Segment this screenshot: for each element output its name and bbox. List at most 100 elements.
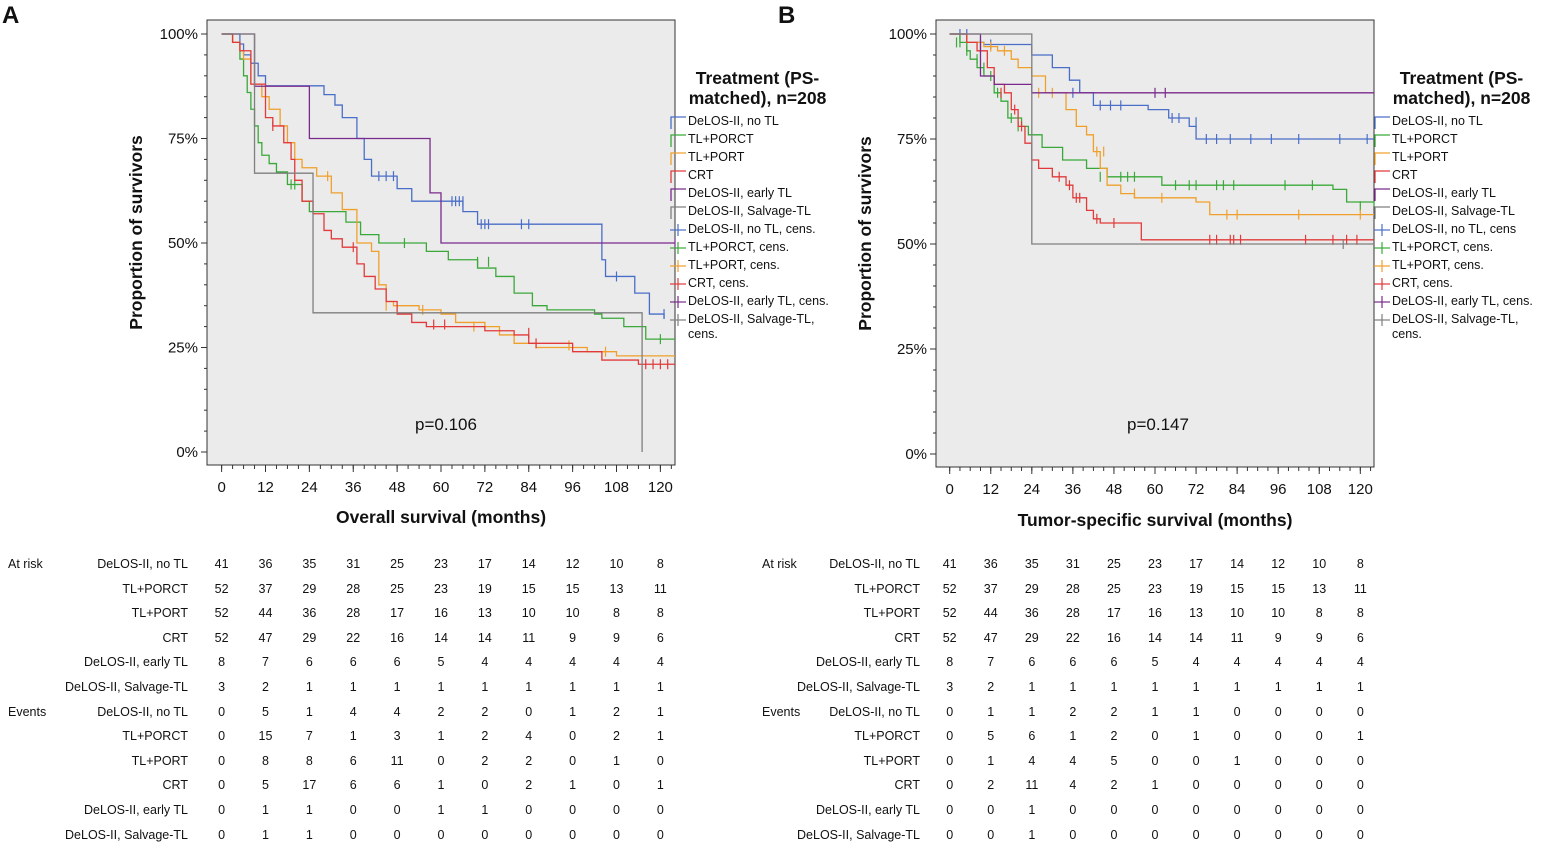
risk-value: 1 — [613, 680, 620, 694]
risk-value: 0 — [1151, 803, 1159, 817]
x-tick-label: 60 — [433, 479, 450, 496]
risk-value: 5 — [987, 729, 995, 744]
risk-value: 0 — [987, 803, 995, 817]
risk-value: 41 — [214, 557, 229, 571]
risk-value: 17 — [390, 606, 405, 621]
risk-value: 17 — [477, 557, 492, 571]
risk-value: 7 — [305, 729, 313, 744]
risk-value: 17 — [302, 778, 317, 793]
risk-value: 0 — [946, 729, 954, 744]
legend-item: CRT, cens. — [670, 276, 845, 292]
risk-value: 8 — [656, 557, 664, 571]
risk-value: 0 — [1192, 827, 1200, 842]
risk-value: 31 — [346, 557, 361, 571]
risk-value: 12 — [565, 557, 580, 571]
x-tick-label: 0 — [946, 481, 954, 498]
legend-label: DeLOS-II, no TL — [688, 114, 779, 128]
legend-item: DeLOS-II, no TL, cens. — [670, 222, 845, 238]
risk-table: At risk DeLOS-II, no TL 41 36 35 31 25 23 17 14 12… — [762, 555, 1551, 845]
y-tick-label: 0% — [905, 446, 927, 463]
risk-value: 4 — [349, 704, 357, 719]
risk-value: 14 — [1148, 630, 1162, 645]
x-axis-label: Overall survival (months) — [336, 507, 546, 527]
x-tick-label: 60 — [1147, 481, 1164, 498]
risk-value: 1 — [1028, 704, 1036, 719]
x-tick-label: 24 — [301, 479, 318, 496]
risk-value: 15 — [521, 581, 536, 596]
risk-value: 1 — [305, 680, 313, 694]
risk-value: 4 — [1069, 753, 1077, 768]
risk-value: 2 — [1110, 778, 1118, 793]
legend-label: DeLOS-II, Salvage-TL — [1392, 204, 1515, 218]
risk-value: 5 — [262, 778, 269, 793]
risk-value: 1 — [1151, 704, 1159, 719]
risk-value: 1 — [569, 680, 577, 694]
legend-item: DeLOS-II, no TL — [670, 114, 845, 130]
risk-value: 11 — [1025, 778, 1039, 793]
risk-value: 52 — [942, 581, 957, 596]
risk-value: 2 — [1110, 704, 1118, 719]
risk-row: DeLOS-II, Salvage-TL 0 0 1 0 0 0 0 0 0 0 0 — [776, 826, 1551, 844]
legend-item: TL+PORT — [1374, 150, 1549, 166]
risk-value: 5 — [1110, 753, 1118, 768]
risk-value: 0 — [1315, 753, 1323, 768]
risk-value: 0 — [218, 803, 226, 817]
legend-label: TL+PORCT, cens. — [1392, 240, 1494, 254]
risk-value: 1 — [437, 803, 445, 817]
risk-value: 2 — [987, 680, 995, 694]
risk-row: TL+PORCT 52 37 29 28 25 23 19 15 15 13 11 — [776, 580, 1551, 598]
y-axis-label: Proportion of survivors — [855, 136, 875, 331]
risk-value: 0 — [481, 827, 489, 842]
survival-curve — [221, 33, 665, 319]
risk-value: 16 — [434, 606, 448, 621]
risk-value: 1 — [1069, 680, 1077, 694]
risk-value: 0 — [393, 827, 401, 842]
risk-value: 16 — [1106, 630, 1121, 645]
risk-value: 0 — [656, 753, 664, 768]
legend-item: DeLOS-II, Salvage-TL, cens. — [1374, 312, 1549, 342]
risk-value: 11 — [390, 753, 404, 768]
legend-label: CRT, cens. — [688, 276, 749, 290]
risk-row: TL+PORT 52 44 36 28 17 16 13 10 10 8 8 — [0, 604, 775, 622]
p-value-label: p=0.147 — [1127, 415, 1189, 434]
risk-value: 23 — [1148, 557, 1162, 571]
risk-value: 1 — [656, 778, 664, 793]
legend-item: DeLOS-II, Salvage-TL — [670, 204, 845, 220]
risk-value: 44 — [258, 606, 273, 621]
risk-value: 3 — [393, 729, 401, 744]
risk-value: 0 — [946, 803, 954, 817]
risk-value: 2 — [1069, 704, 1077, 719]
legend-label: DeLOS-II, no TL, cens. — [688, 222, 816, 236]
line-legend-icon — [670, 204, 688, 220]
risk-value: 15 — [1230, 581, 1245, 596]
risk-value: 1 — [1028, 803, 1036, 817]
risk-value: 2 — [987, 778, 995, 793]
risk-value: 36 — [258, 557, 273, 571]
x-tick-label: 12 — [257, 479, 274, 496]
legend-item: DeLOS-II, Salvage-TL, cens. — [670, 312, 845, 342]
risk-value: 52 — [214, 606, 229, 621]
risk-value: 1 — [262, 827, 269, 842]
risk-row: Events DeLOS-II, no TL 0 5 1 4 4 2 2 0 1 2 1 — [0, 703, 775, 721]
risk-value: 22 — [346, 630, 361, 645]
risk-row: DeLOS-II, early TL 0 0 1 0 0 0 0 0 0 0 0 — [776, 801, 1551, 819]
risk-row: DeLOS-II, Salvage-TL 3 2 1 1 1 1 1 1 1 1 1 — [776, 678, 1551, 696]
legend-title: Treatment (PS-matched), n=208 — [1392, 68, 1531, 108]
legend-label: DeLOS-II, early TL — [688, 186, 792, 200]
risk-value: 11 — [522, 630, 536, 645]
line-legend-icon — [1374, 204, 1392, 220]
risk-value: 28 — [346, 606, 361, 621]
risk-value: 11 — [1353, 581, 1367, 596]
risk-row: DeLOS-II, Salvage-TL 0 1 1 0 0 0 0 0 0 0 0 — [0, 826, 775, 844]
line-legend-icon — [1374, 150, 1392, 166]
risk-value: 11 — [653, 581, 667, 596]
risk-value: 10 — [609, 557, 624, 571]
x-tick-label: 72 — [1188, 481, 1205, 498]
risk-value: 1 — [349, 680, 357, 694]
risk-value: 1 — [1192, 704, 1200, 719]
legend-label: DeLOS-II, Salvage-TL, cens. — [1392, 312, 1519, 341]
risk-value: 4 — [1028, 753, 1036, 768]
risk-value: 14 — [434, 630, 448, 645]
risk-value: 28 — [346, 581, 361, 596]
risk-value: 0 — [1233, 778, 1241, 793]
